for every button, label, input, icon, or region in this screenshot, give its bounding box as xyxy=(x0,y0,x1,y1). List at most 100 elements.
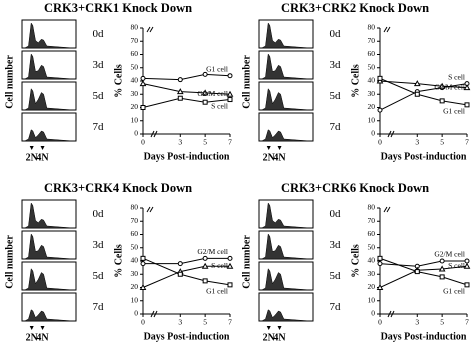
point xyxy=(377,75,383,81)
histogram-y-label: Cell number xyxy=(4,235,15,289)
y-tick-label: 80 xyxy=(368,23,376,32)
panel-title: CRK3+CRK4 Knock Down xyxy=(44,181,192,195)
point xyxy=(463,262,471,269)
point xyxy=(202,278,208,284)
histogram xyxy=(261,22,311,49)
y-tick-label: 40 xyxy=(368,256,376,265)
day-label: 3d xyxy=(330,59,342,71)
histogram xyxy=(24,88,74,111)
y-tick-label: 40 xyxy=(131,76,139,85)
point xyxy=(226,262,234,269)
point xyxy=(413,80,421,87)
y-tick-label: 10 xyxy=(131,115,139,124)
y-tick-label: 0 xyxy=(134,309,138,318)
y-tick-label: 10 xyxy=(368,295,376,304)
y-tick-label: 20 xyxy=(131,282,139,291)
y-axis-label: % Cells xyxy=(113,244,124,278)
x-tick-label: 5 xyxy=(203,138,207,147)
series-label: G2/M cell xyxy=(197,247,228,256)
day-label: 5d xyxy=(330,270,342,282)
histogram xyxy=(261,309,311,322)
x-tick-label: 7 xyxy=(465,138,469,147)
series-label: S cell xyxy=(211,261,228,270)
point xyxy=(176,88,184,95)
x-tick-label: 5 xyxy=(440,318,444,327)
day-label: 5d xyxy=(93,270,105,282)
point xyxy=(414,269,420,275)
point xyxy=(464,282,470,288)
series-line xyxy=(379,265,468,288)
y-tick-label: 40 xyxy=(131,256,139,265)
histogram xyxy=(261,129,311,142)
point xyxy=(139,283,147,290)
y-axis-label: % Cells xyxy=(350,64,361,98)
axis-break xyxy=(146,206,158,318)
series-line xyxy=(379,257,468,286)
x-tick-label: 0 xyxy=(141,138,145,147)
point xyxy=(177,95,183,101)
y-tick-label: 50 xyxy=(131,62,139,71)
point xyxy=(414,91,420,97)
point xyxy=(439,98,445,104)
series-label: G2/M cell xyxy=(197,89,228,98)
x-tick-label: 3 xyxy=(178,138,182,147)
point xyxy=(140,75,146,81)
series-line xyxy=(142,73,231,81)
series-line xyxy=(379,83,468,111)
y-tick-label: 0 xyxy=(371,309,375,318)
point xyxy=(227,282,233,288)
x-axis-label: Days Post-induction xyxy=(381,331,467,342)
peak-marker xyxy=(29,326,34,330)
y-tick-label: 0 xyxy=(371,129,375,138)
series-label: G1 cell xyxy=(206,64,228,73)
panel-title: CRK3+CRK1 Knock Down xyxy=(44,1,192,15)
y-tick-label: 80 xyxy=(131,203,139,212)
point xyxy=(140,105,146,110)
y-tick-label: 60 xyxy=(131,49,139,58)
point xyxy=(439,274,445,280)
x-axis-label: Days Post-induction xyxy=(144,331,230,342)
peak-label: 4N xyxy=(36,152,49,163)
day-label: 3d xyxy=(93,239,105,251)
point xyxy=(377,255,383,261)
histogram-y-label: Cell number xyxy=(4,55,15,109)
series-line xyxy=(379,80,468,89)
y-tick-label: 30 xyxy=(368,89,376,98)
y-tick-label: 20 xyxy=(131,102,139,111)
y-tick-label: 20 xyxy=(368,282,376,291)
peak-label: 2N xyxy=(263,332,276,343)
y-tick-label: 60 xyxy=(368,49,376,58)
peak-label: 4N xyxy=(36,332,49,343)
y-tick-label: 80 xyxy=(131,23,139,32)
y-tick-label: 70 xyxy=(368,36,376,45)
histogram xyxy=(24,22,74,49)
y-tick-label: 60 xyxy=(368,229,376,238)
histogram xyxy=(24,268,74,291)
peak-marker xyxy=(40,326,45,330)
peak-marker xyxy=(277,326,282,330)
peak-label: 4N xyxy=(273,332,286,343)
histogram xyxy=(24,129,74,142)
series-label: S cell xyxy=(448,261,465,270)
day-label: 7d xyxy=(93,121,105,133)
histogram xyxy=(261,233,311,260)
series-line xyxy=(142,257,231,286)
point xyxy=(227,255,233,261)
x-tick-label: 0 xyxy=(378,138,382,147)
point xyxy=(140,261,146,267)
x-tick-label: 0 xyxy=(141,318,145,327)
panel: CRK3+CRK4 Knock Down Cell number 0d 3d 5d 7d 2… xyxy=(4,181,234,343)
day-label: 7d xyxy=(330,301,342,313)
y-tick-label: 30 xyxy=(131,269,139,278)
point xyxy=(177,77,183,83)
series-line xyxy=(143,257,230,265)
point xyxy=(463,84,471,91)
day-label: 7d xyxy=(330,121,342,133)
panel: CRK3+CRK2 Knock Down Cell number 0d 3d 5d 7d 2… xyxy=(241,1,471,163)
histogram xyxy=(24,202,74,229)
series-line xyxy=(142,97,231,108)
y-tick-label: 10 xyxy=(368,115,376,124)
series-label: S cell xyxy=(211,101,228,110)
point xyxy=(438,82,446,89)
histogram-y-label: Cell number xyxy=(241,55,252,109)
